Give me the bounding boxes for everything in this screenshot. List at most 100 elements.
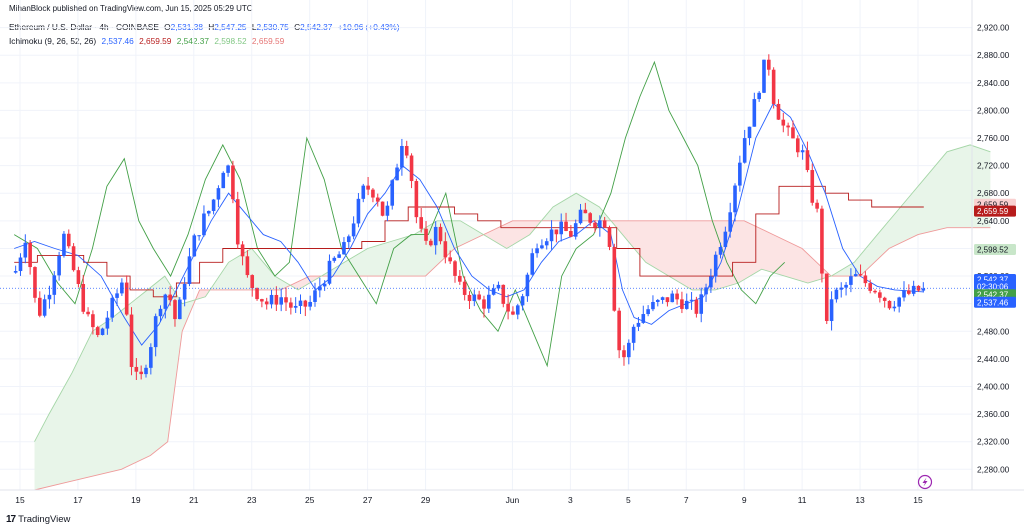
candle-body xyxy=(42,299,47,316)
symbol-legend-row[interactable]: Ethereum / U.S. Dollar · 4h · COINBASE O… xyxy=(9,20,403,34)
candle-body xyxy=(752,99,757,127)
candle-body xyxy=(689,299,694,301)
candle-body xyxy=(211,199,216,211)
candle-body xyxy=(853,274,858,277)
candle-body xyxy=(660,297,665,300)
candle-body xyxy=(163,294,168,309)
candle-body xyxy=(221,172,226,189)
x-tick-label: 3 xyxy=(568,495,573,505)
y-tick-label: 2,800.00 xyxy=(977,105,1010,115)
indicator-name: Ichimoku (9, 26, 52, 26) xyxy=(9,36,97,46)
candle-body xyxy=(390,180,395,206)
candle-body xyxy=(409,155,414,182)
candle-body xyxy=(375,197,380,202)
x-tick-label: 25 xyxy=(305,495,315,505)
candle-body xyxy=(767,59,771,70)
price-tag-label: 2,659.59 xyxy=(977,200,1009,209)
y-tick-label: 2,840.00 xyxy=(977,78,1010,88)
price-tag-label: 2,542.37 xyxy=(977,276,1009,285)
indicator-value-conversion: 2,537.46 xyxy=(101,36,134,46)
candle-body xyxy=(366,185,370,190)
x-tick-label: 15 xyxy=(913,495,923,505)
x-tick-label: 17 xyxy=(73,495,83,505)
candle-body xyxy=(747,126,752,139)
candle-body xyxy=(612,246,617,311)
lightning-icon[interactable] xyxy=(917,474,933,490)
candle-body xyxy=(356,198,361,224)
candle-body xyxy=(371,189,375,198)
candle-body xyxy=(709,276,713,288)
price-tags: 2,659.592,659.59 2,598.52 2,542.3702:30:06… xyxy=(974,198,1016,308)
candle-body xyxy=(771,69,776,104)
candle-body xyxy=(91,314,95,328)
candle-body xyxy=(564,221,568,231)
candle-body xyxy=(385,205,390,216)
ohlc-low: L2,530.75 xyxy=(251,22,289,32)
y-tick-label: 2,680.00 xyxy=(977,188,1010,198)
price-tag: 02:30:06 xyxy=(974,280,1016,292)
candle-body xyxy=(139,371,143,375)
indicator-value-lagging: 2,542.37 xyxy=(176,36,209,46)
candle-body xyxy=(742,138,747,163)
candle-body xyxy=(559,221,564,235)
candle-body xyxy=(636,322,641,327)
y-tick-label: 2,920.00 xyxy=(977,23,1010,33)
y-tick-label: 2,280.00 xyxy=(977,464,1010,474)
indicator-value-span-b: 2,659.59 xyxy=(251,36,285,46)
candle-body xyxy=(675,293,679,300)
candle-body xyxy=(791,127,795,139)
cloud-segment xyxy=(483,220,542,249)
y-tick-label: 2,320.00 xyxy=(977,437,1010,447)
legend: Ethereum / U.S. Dollar · 4h · COINBASE O… xyxy=(9,20,403,48)
candle-body xyxy=(322,283,327,287)
candle-body xyxy=(824,273,829,321)
candle-body xyxy=(419,217,424,229)
y-tick-label: 2,480.00 xyxy=(977,326,1010,336)
candle-body xyxy=(602,220,607,228)
candle-body xyxy=(269,294,274,305)
candle-body xyxy=(255,288,259,300)
tradingview-logo[interactable]: 17 TradingView xyxy=(6,514,70,525)
candle-body xyxy=(844,284,848,288)
candle-body xyxy=(47,294,52,300)
y-tick-label: 2,720.00 xyxy=(977,161,1010,171)
candle-body xyxy=(892,306,897,309)
candle-body xyxy=(168,294,172,301)
time-axis[interactable]: 15 17 19 21 23 25 27 29 Jun 3 5 7 9 11 13 15 xyxy=(15,495,923,505)
candle-body xyxy=(124,282,129,315)
candle-body xyxy=(631,326,636,343)
cloud-segment xyxy=(290,276,322,290)
candle-body xyxy=(907,290,911,294)
candle-body xyxy=(337,254,341,258)
candle-body xyxy=(839,287,844,290)
indicator-value-base: 2,659.59 xyxy=(139,36,172,46)
candle-body xyxy=(684,300,689,309)
candle-body xyxy=(332,257,337,261)
candle-body xyxy=(911,285,916,294)
indicator-legend-row[interactable]: Ichimoku (9, 26, 52, 26) 2,537.46 2,659.… xyxy=(9,34,403,48)
candle-body xyxy=(762,59,766,93)
line-conversion xyxy=(14,102,924,346)
x-tick-label: 19 xyxy=(131,495,141,505)
candle-body xyxy=(651,301,655,310)
candle-body xyxy=(313,290,317,302)
candle-body xyxy=(95,327,100,335)
candle-body xyxy=(453,261,457,276)
y-tick-label: 2,880.00 xyxy=(977,50,1010,60)
candle-body xyxy=(289,302,293,308)
candle-body xyxy=(100,328,105,335)
candle-body xyxy=(733,185,737,213)
candle-body xyxy=(216,188,221,200)
candle-body xyxy=(274,294,279,305)
x-tick-label: 9 xyxy=(742,495,747,505)
candle-body xyxy=(13,271,18,273)
candle-body xyxy=(472,294,477,302)
candle-body xyxy=(482,299,486,309)
candle-body xyxy=(520,296,525,306)
candle-body xyxy=(400,145,404,168)
candle-body xyxy=(655,299,660,302)
candle-body xyxy=(318,286,322,291)
candle-body xyxy=(506,303,510,312)
candle-body xyxy=(834,289,839,300)
